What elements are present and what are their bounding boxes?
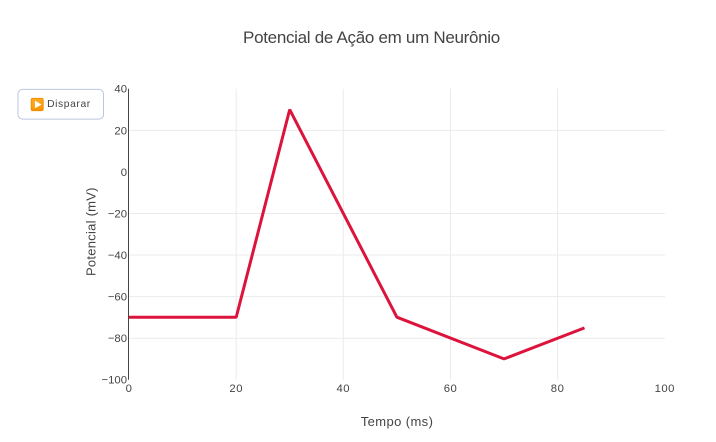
svg-text:Potencial (mV): Potencial (mV) <box>84 187 99 276</box>
svg-text:Tempo (ms): Tempo (ms) <box>361 414 434 429</box>
svg-text:−80: −80 <box>108 333 127 345</box>
svg-text:80: 80 <box>551 383 565 395</box>
svg-text:40: 40 <box>114 84 127 96</box>
svg-text:100: 100 <box>655 383 675 395</box>
svg-text:−100: −100 <box>102 375 127 387</box>
svg-text:−60: −60 <box>108 292 127 304</box>
svg-text:60: 60 <box>444 383 458 395</box>
svg-text:0: 0 <box>121 167 127 179</box>
svg-text:Potencial de Ação em um Neurôn: Potencial de Ação em um Neurônio <box>243 28 500 47</box>
svg-text:−40: −40 <box>108 250 127 262</box>
svg-text:0: 0 <box>126 383 133 395</box>
svg-text:20: 20 <box>229 383 243 395</box>
svg-text:−20: −20 <box>108 208 127 220</box>
svg-text:Disparar: Disparar <box>47 99 91 110</box>
svg-text:40: 40 <box>337 383 351 395</box>
svg-text:20: 20 <box>114 125 127 137</box>
